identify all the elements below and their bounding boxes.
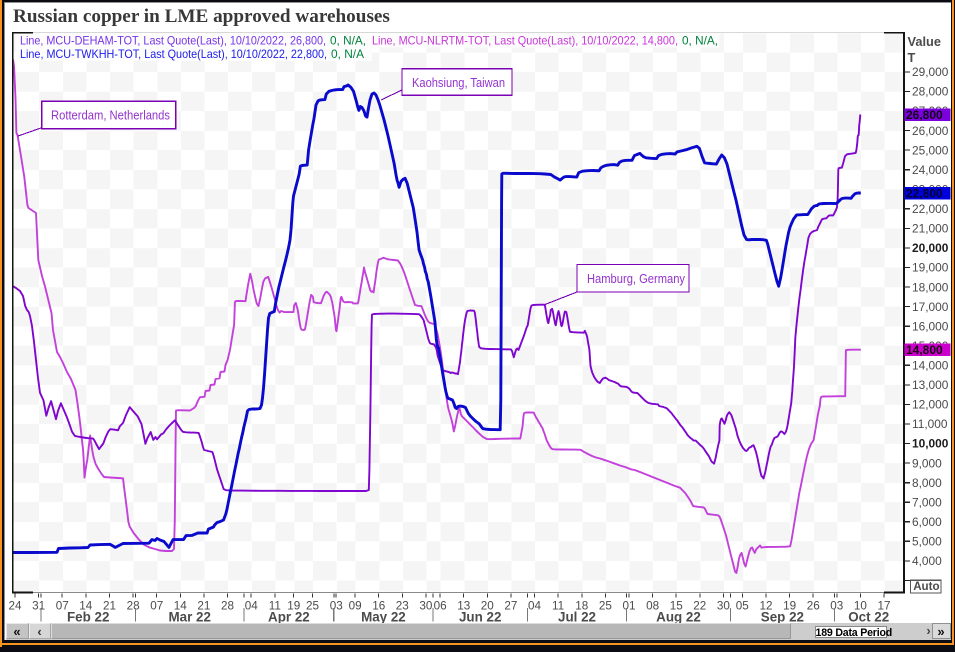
svg-text:03: 03 [330, 600, 343, 613]
svg-text:14: 14 [174, 600, 188, 613]
svg-text:13,000: 13,000 [912, 378, 949, 392]
svg-text:06: 06 [434, 600, 447, 613]
svg-text:28: 28 [221, 600, 234, 613]
svg-text:10,000: 10,000 [912, 437, 949, 451]
svg-text:23: 23 [396, 600, 409, 613]
svg-text:Line, MCU-DEHAM-TOT, Last Quot: Line, MCU-DEHAM-TOT, Last Quote(Last), 1… [20, 34, 326, 47]
svg-text:Jul 22: Jul 22 [558, 610, 596, 625]
svg-text:22,000: 22,000 [912, 202, 949, 216]
svg-text:Feb 22: Feb 22 [67, 610, 109, 625]
svg-text:12,000: 12,000 [912, 398, 949, 412]
svg-text:0, N/A,: 0, N/A, [330, 34, 366, 47]
svg-text:0, N/A,: 0, N/A, [682, 34, 718, 47]
svg-text:9,000: 9,000 [912, 456, 942, 470]
svg-text:18,000: 18,000 [912, 280, 949, 294]
svg-text:15: 15 [670, 600, 684, 613]
svg-text:21: 21 [197, 600, 210, 613]
svg-text:28,000: 28,000 [912, 85, 949, 99]
svg-text:05: 05 [736, 600, 750, 613]
svg-text:12: 12 [759, 600, 772, 613]
svg-text:Oct 22: Oct 22 [848, 610, 889, 625]
svg-text:Rotterdam, Netherlands: Rotterdam, Netherlands [51, 108, 170, 123]
svg-text:24,000: 24,000 [912, 163, 949, 177]
svg-text:Sep 22: Sep 22 [761, 610, 804, 625]
svg-text:10: 10 [854, 600, 868, 613]
svg-text:Jun 22: Jun 22 [459, 610, 501, 625]
svg-text:8,000: 8,000 [912, 476, 942, 490]
svg-text:18: 18 [575, 600, 588, 613]
svg-text:27: 27 [504, 600, 517, 613]
svg-text:31: 31 [32, 600, 45, 613]
svg-text:22: 22 [693, 600, 706, 613]
svg-text:09: 09 [349, 600, 362, 613]
svg-text:04: 04 [245, 600, 259, 613]
svg-text:29,000: 29,000 [912, 65, 949, 79]
svg-text:17,000: 17,000 [912, 300, 949, 314]
svg-text:14: 14 [79, 600, 93, 613]
svg-text:26,000: 26,000 [912, 124, 949, 138]
svg-text:25: 25 [599, 600, 613, 613]
svg-text:11: 11 [552, 600, 564, 613]
svg-text:Apr 22: Apr 22 [268, 610, 310, 625]
svg-text:25: 25 [306, 600, 320, 613]
svg-text:13: 13 [457, 600, 470, 613]
svg-text:16,000: 16,000 [912, 319, 949, 333]
svg-text:Auto: Auto [913, 580, 939, 593]
svg-text:07: 07 [150, 600, 163, 613]
svg-text:T: T [908, 50, 916, 65]
svg-text:14,800: 14,800 [906, 343, 943, 357]
svg-text:19,000: 19,000 [912, 261, 949, 275]
svg-text:Kaohsiung, Taiwan: Kaohsiung, Taiwan [412, 75, 505, 90]
svg-text:26: 26 [807, 600, 820, 613]
svg-text:04: 04 [528, 600, 542, 613]
svg-text:11,000: 11,000 [912, 417, 948, 431]
svg-text:0, N/A: 0, N/A [331, 48, 364, 61]
svg-text:21: 21 [103, 600, 116, 613]
svg-text:28: 28 [127, 600, 140, 613]
svg-text:20: 20 [481, 600, 495, 613]
svg-text:17: 17 [877, 600, 890, 613]
svg-text:Hamburg, Germany: Hamburg, Germany [587, 271, 686, 286]
svg-text:20,000: 20,000 [912, 241, 949, 255]
svg-text:Mar 22: Mar 22 [168, 610, 210, 625]
svg-text:6,000: 6,000 [912, 515, 942, 529]
svg-text:21,000: 21,000 [912, 222, 949, 236]
svg-text:03: 03 [830, 600, 843, 613]
svg-text:4,000: 4,000 [912, 554, 942, 568]
svg-text:Line, MCU-NLRTM-TOT, Last Quot: Line, MCU-NLRTM-TOT, Last Quote(Last), 1… [372, 34, 678, 47]
svg-text:14,000: 14,000 [912, 359, 949, 373]
svg-text:19: 19 [287, 600, 300, 613]
svg-text:07: 07 [56, 600, 69, 613]
svg-text:16: 16 [372, 600, 385, 613]
svg-text:22,800: 22,800 [906, 186, 943, 200]
svg-text:24: 24 [8, 600, 22, 613]
svg-text:26,800: 26,800 [906, 108, 943, 122]
svg-text:May 22: May 22 [361, 610, 406, 625]
svg-text:Value: Value [908, 34, 941, 49]
svg-text:19: 19 [783, 600, 796, 613]
svg-text:5,000: 5,000 [912, 535, 942, 549]
svg-text:25,000: 25,000 [912, 143, 949, 157]
svg-text:7,000: 7,000 [912, 495, 942, 509]
svg-text:Aug 22: Aug 22 [656, 610, 701, 625]
svg-text:08: 08 [646, 600, 659, 613]
svg-text:30: 30 [717, 600, 731, 613]
svg-text:Line, MCU-TWKHH-TOT, Last Quot: Line, MCU-TWKHH-TOT, Last Quote(Last), 1… [20, 48, 327, 61]
svg-text:30: 30 [419, 600, 433, 613]
svg-text:11: 11 [269, 600, 281, 613]
svg-text:01: 01 [622, 600, 635, 613]
